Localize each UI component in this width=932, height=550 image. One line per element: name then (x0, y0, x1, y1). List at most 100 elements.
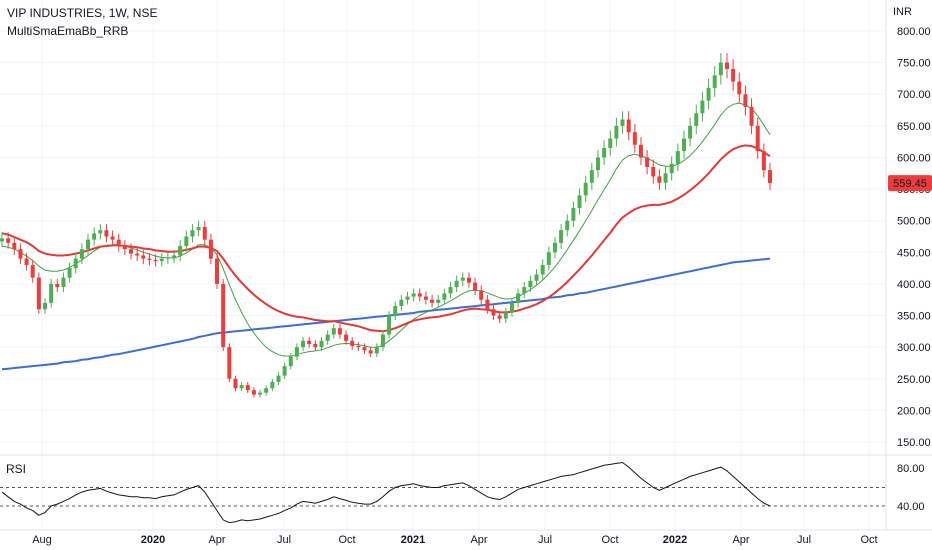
candle-body (675, 151, 680, 164)
candle-body (178, 245, 183, 256)
y-tick-label: 350.00 (897, 311, 931, 323)
candle-body (227, 347, 232, 379)
y-tick-label: 400.00 (897, 279, 931, 291)
candle-body (731, 68, 736, 82)
currency-label: INR (893, 6, 912, 18)
candle-body (602, 147, 607, 158)
candle-body (92, 233, 97, 240)
x-tick-label: Aug (32, 534, 52, 546)
candle-body (479, 290, 484, 300)
candle-body (454, 280, 459, 288)
candle-body (681, 138, 686, 152)
candle-body (768, 170, 772, 184)
candle-body (55, 283, 60, 288)
x-tick-label: Jul (797, 534, 811, 546)
last-price-badge-bg (888, 175, 932, 192)
ma-blue-line (1, 257, 771, 371)
candle-body (712, 75, 717, 88)
candle-body (245, 385, 250, 391)
candle-body (98, 230, 103, 234)
candle-body (743, 94, 748, 107)
ema-red-line (1, 144, 771, 333)
candle-body (221, 283, 226, 348)
candle-body (313, 343, 318, 348)
candle-body (282, 366, 287, 376)
candle-body (202, 227, 207, 240)
candle-body (147, 258, 152, 260)
rsi-line (1, 461, 771, 524)
last-price-label: 559.45 (893, 178, 927, 190)
candle-body (442, 293, 447, 300)
x-tick-label: 2020 (141, 534, 165, 546)
candle-body (466, 277, 471, 283)
candle-body (362, 347, 367, 351)
candle-body (491, 309, 496, 316)
candle-body (565, 220, 570, 231)
candle-body (368, 350, 373, 354)
x-tick-label: Apr (470, 534, 487, 546)
candle-body (233, 378, 238, 389)
candle-body (577, 195, 582, 209)
y-tick-label: 700.00 (897, 89, 931, 101)
y-tick-label: 600.00 (897, 152, 931, 164)
rsi-label: RSI (6, 462, 26, 476)
candle-body (608, 138, 613, 148)
candle-body (215, 258, 220, 284)
candle-body (374, 347, 379, 354)
candle-body (110, 236, 115, 240)
x-tick-label: 2021 (401, 534, 425, 546)
candle-body (700, 100, 705, 114)
candle-body (337, 328, 342, 335)
candle-body (583, 182, 588, 196)
candle-body (706, 87, 711, 101)
y-tick-label: 150.00 (897, 437, 931, 449)
rsi-tick-label: 40.00 (897, 501, 925, 513)
candle-body (473, 282, 478, 291)
candle-body (288, 356, 293, 367)
candle-body (350, 340, 355, 346)
candle-body (239, 385, 244, 389)
candle-body (411, 293, 416, 297)
candle-body (534, 274, 539, 281)
candle-body (61, 277, 66, 288)
y-tick-label: 650.00 (897, 121, 931, 133)
candle-body (165, 257, 170, 259)
candle-body (737, 81, 742, 95)
candle-body (638, 144, 643, 158)
candle-body (307, 340, 312, 344)
y-tick-label: 500.00 (897, 216, 931, 228)
candle-body (509, 302, 514, 313)
candle-body (116, 239, 121, 246)
candle-body (36, 277, 41, 310)
x-tick-label: Jul (277, 534, 291, 546)
indicator-label[interactable]: MultiSmaEmaBb_RRB (7, 24, 128, 38)
candle-body (626, 119, 631, 133)
time-axis[interactable]: Aug 2020 Apr Jul Oct 2021 Apr Jul Oct 2022 Apr Jul O… (32, 534, 877, 546)
candle-body (184, 236, 189, 246)
candle-body (503, 312, 508, 319)
candle-body (718, 62, 723, 76)
candle-body (104, 230, 109, 237)
candle-body (516, 293, 521, 303)
x-tick-label: Apr (732, 534, 749, 546)
x-tick-label: Oct (860, 534, 877, 546)
candle-body (724, 62, 729, 69)
candle-body (135, 253, 140, 256)
candle-body (129, 249, 134, 254)
candle-body (172, 255, 177, 258)
candle-body (436, 299, 441, 303)
candle-body (663, 173, 668, 183)
candle-body (755, 125, 760, 152)
candle-body (485, 299, 490, 310)
candle-body (190, 230, 195, 237)
price-axis[interactable]: 800.00750.00700.00650.00600.00550.00500.… (897, 26, 931, 449)
candle-body (67, 268, 72, 278)
candle-body (645, 157, 650, 167)
candle-body (546, 252, 551, 265)
x-tick-label: Oct (338, 534, 355, 546)
y-tick-label: 750.00 (897, 58, 931, 70)
candle-body (694, 113, 699, 126)
candle-body (620, 119, 625, 126)
